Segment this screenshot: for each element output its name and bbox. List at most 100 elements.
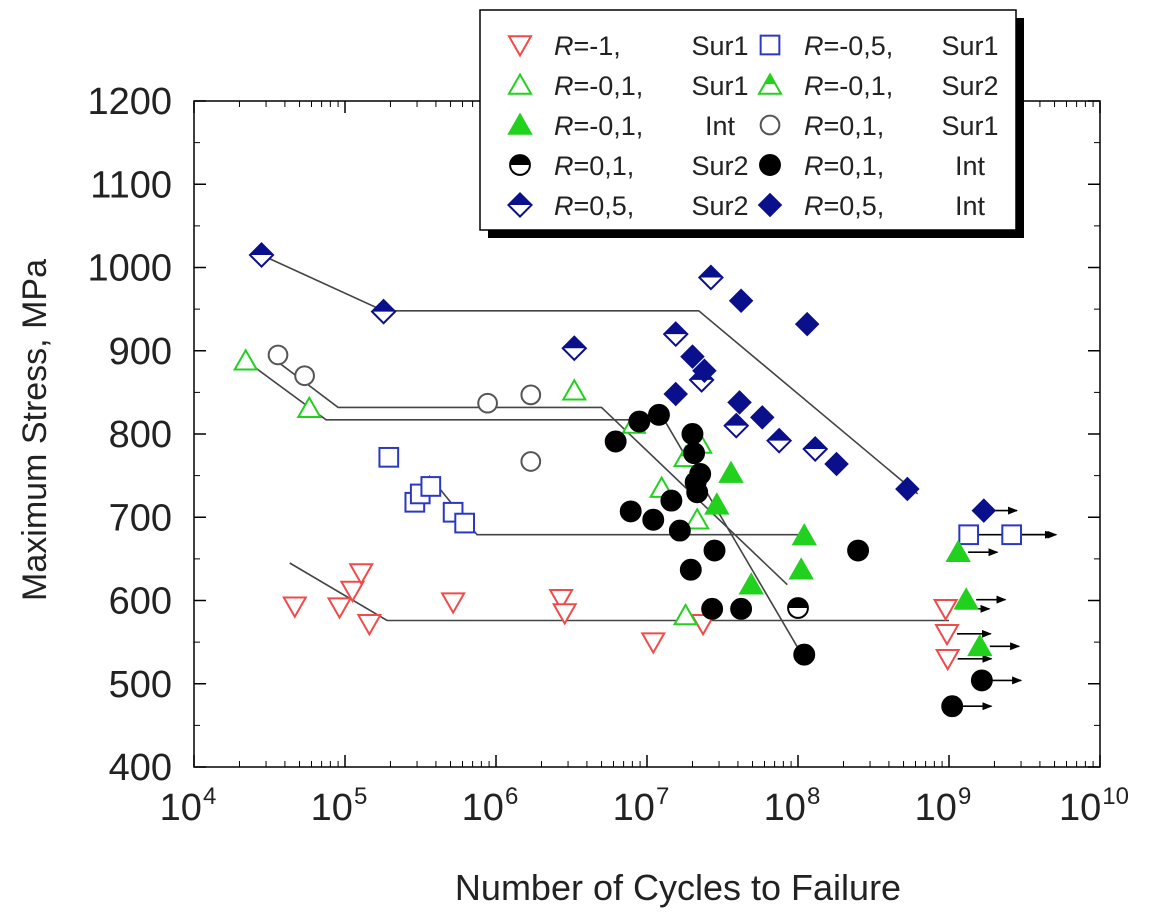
legend-item-r_m05_sur1: R=-0,5, Sur1: [759, 31, 999, 61]
point-r_05_int: [895, 476, 920, 502]
point-r_01_sur1: [520, 384, 542, 406]
x-tick-label: 109: [915, 783, 972, 829]
legend-marker-r_m1_sur1: [507, 35, 533, 58]
point-r_01_sur1: [520, 451, 542, 472]
point-r_01_int: [628, 410, 651, 433]
y-tick-label: 1200: [87, 81, 172, 123]
legend-location: Int: [955, 191, 986, 221]
x-tick-label: 107: [613, 783, 670, 829]
legend-item-r_m01_sur1: R=-0,1, Sur1: [507, 71, 749, 101]
point-r_05_sur2: [723, 412, 750, 439]
point-r_m1_sur1: [551, 603, 578, 626]
point-r_m01_int: [788, 557, 814, 580]
legend-label: R=0,1,: [804, 151, 884, 181]
legend-label: R=0,1,: [804, 111, 884, 141]
x-tick-label: 105: [311, 783, 368, 829]
legend-label: R=-0,1,: [804, 71, 893, 101]
legend-location: Sur2: [941, 71, 998, 101]
y-tick-label: 700: [109, 497, 172, 539]
point-r_05_sur2: [802, 436, 829, 462]
legend-location: Sur1: [941, 31, 998, 61]
point-r_m01_int: [967, 633, 993, 657]
point-r_m01_sur1: [684, 507, 710, 530]
point-r_05_sur2: [766, 427, 793, 454]
point-r_01_int: [793, 643, 816, 666]
fit-r01-lower: [245, 360, 805, 660]
x-tick-exponent: 10: [1102, 783, 1129, 810]
point-r_m01_sur1: [232, 348, 259, 371]
legend-location: Int: [955, 151, 986, 181]
x-tick-exponent: 4: [203, 783, 216, 810]
point-r_01_int: [619, 500, 642, 523]
point-r_01_sur1: [294, 365, 315, 387]
y-tick-label: 900: [109, 331, 172, 373]
legend-marker-r_m01_int: [507, 112, 533, 135]
y-tick-label: 1100: [90, 164, 172, 206]
x-tick-exponent: 7: [656, 783, 669, 810]
point-r_01_int: [686, 481, 709, 504]
x-tick-exponent: 9: [958, 783, 971, 810]
x-tick-label: 108: [764, 783, 821, 829]
legend-item-r_m1_sur1: R=-1, Sur1: [507, 31, 749, 61]
point-r_05_int: [680, 344, 705, 369]
y-tick-label: 600: [109, 581, 172, 623]
x-axis-label: Number of Cycles to Failure: [455, 867, 901, 908]
legend-box: [479, 9, 1017, 231]
y-tick-label: 500: [109, 664, 172, 706]
point-r_m01_sur1: [561, 378, 588, 401]
legend-location: Sur2: [691, 151, 748, 181]
point-r_05_int: [663, 381, 688, 407]
point-r_05_sur2: [370, 298, 397, 325]
point-r_05_sur2: [248, 242, 275, 268]
point-r_m1_sur1: [348, 563, 374, 586]
legend-marker-r_01_int: [759, 154, 781, 176]
point-r_m1_sur1: [934, 624, 960, 647]
point-r_m01_int: [945, 539, 971, 563]
point-r_m01_int: [704, 492, 730, 515]
point-r_01_sur1: [267, 344, 289, 366]
point-r_01_int: [660, 489, 683, 512]
x-tick-label: 1010: [1059, 783, 1129, 829]
point-r_m05_sur1: [1001, 524, 1023, 546]
y-tick-label: 400: [109, 747, 172, 789]
legend-label: R=0,5,: [554, 191, 634, 221]
y-tick-labels: 400 500 600 700 800 900 1000 1100 1200: [87, 81, 172, 789]
legend-item-r_m01_sur2: R=-0,1, Sur2: [757, 71, 999, 101]
point-r_m1_sur1: [339, 580, 366, 603]
legend-marker-r_m01_sur1: [507, 72, 533, 95]
point-r_m01_int: [791, 523, 817, 546]
y-tick-label: 1000: [87, 248, 172, 290]
point-r_m05_sur1: [378, 446, 400, 468]
point-r_m01_sur1: [296, 395, 323, 418]
legend-item-r_05_sur2: R=0,5, Sur2: [507, 191, 749, 221]
legend-marker-r_m05_sur1: [759, 34, 781, 56]
fit-r-05: [428, 475, 798, 536]
legend-location: Int: [705, 111, 736, 141]
legend-marker-r_01_sur2: [509, 154, 531, 176]
legend-marker-r_05_sur2: [507, 192, 533, 218]
point-r_m1_sur1: [356, 614, 383, 637]
point-r_01_int: [604, 430, 627, 453]
legend-item-r_01_int: R=0,1, Int: [759, 151, 986, 181]
legend-marker-r_01_sur1: [759, 114, 781, 136]
point-r_01_int: [668, 519, 691, 542]
point-r_m01_int: [718, 460, 744, 483]
point-r_m1_sur1: [934, 648, 961, 672]
legend-label: R=-0,1,: [554, 71, 643, 101]
fit-r-1: [289, 562, 949, 622]
legend-item-r_05_int: R=0,5, Int: [757, 191, 986, 221]
data-points: [232, 242, 1023, 718]
legend-marker-r_m01_sur2: [757, 72, 783, 95]
point-r_m1_sur1: [326, 597, 353, 620]
point-r_01_sur1: [477, 392, 498, 414]
point-r_01_int: [730, 597, 753, 620]
point-r_05_int: [750, 405, 775, 430]
point-r_05_sur2: [662, 321, 689, 348]
point-r_01_int: [642, 508, 665, 531]
legend-label: R=-0,5,: [804, 31, 893, 61]
point-r_m01_int: [738, 572, 764, 595]
point-r_m1_sur1: [440, 592, 466, 615]
legend-label: R=-0,1,: [554, 111, 643, 141]
point-r_01_int: [701, 597, 724, 620]
